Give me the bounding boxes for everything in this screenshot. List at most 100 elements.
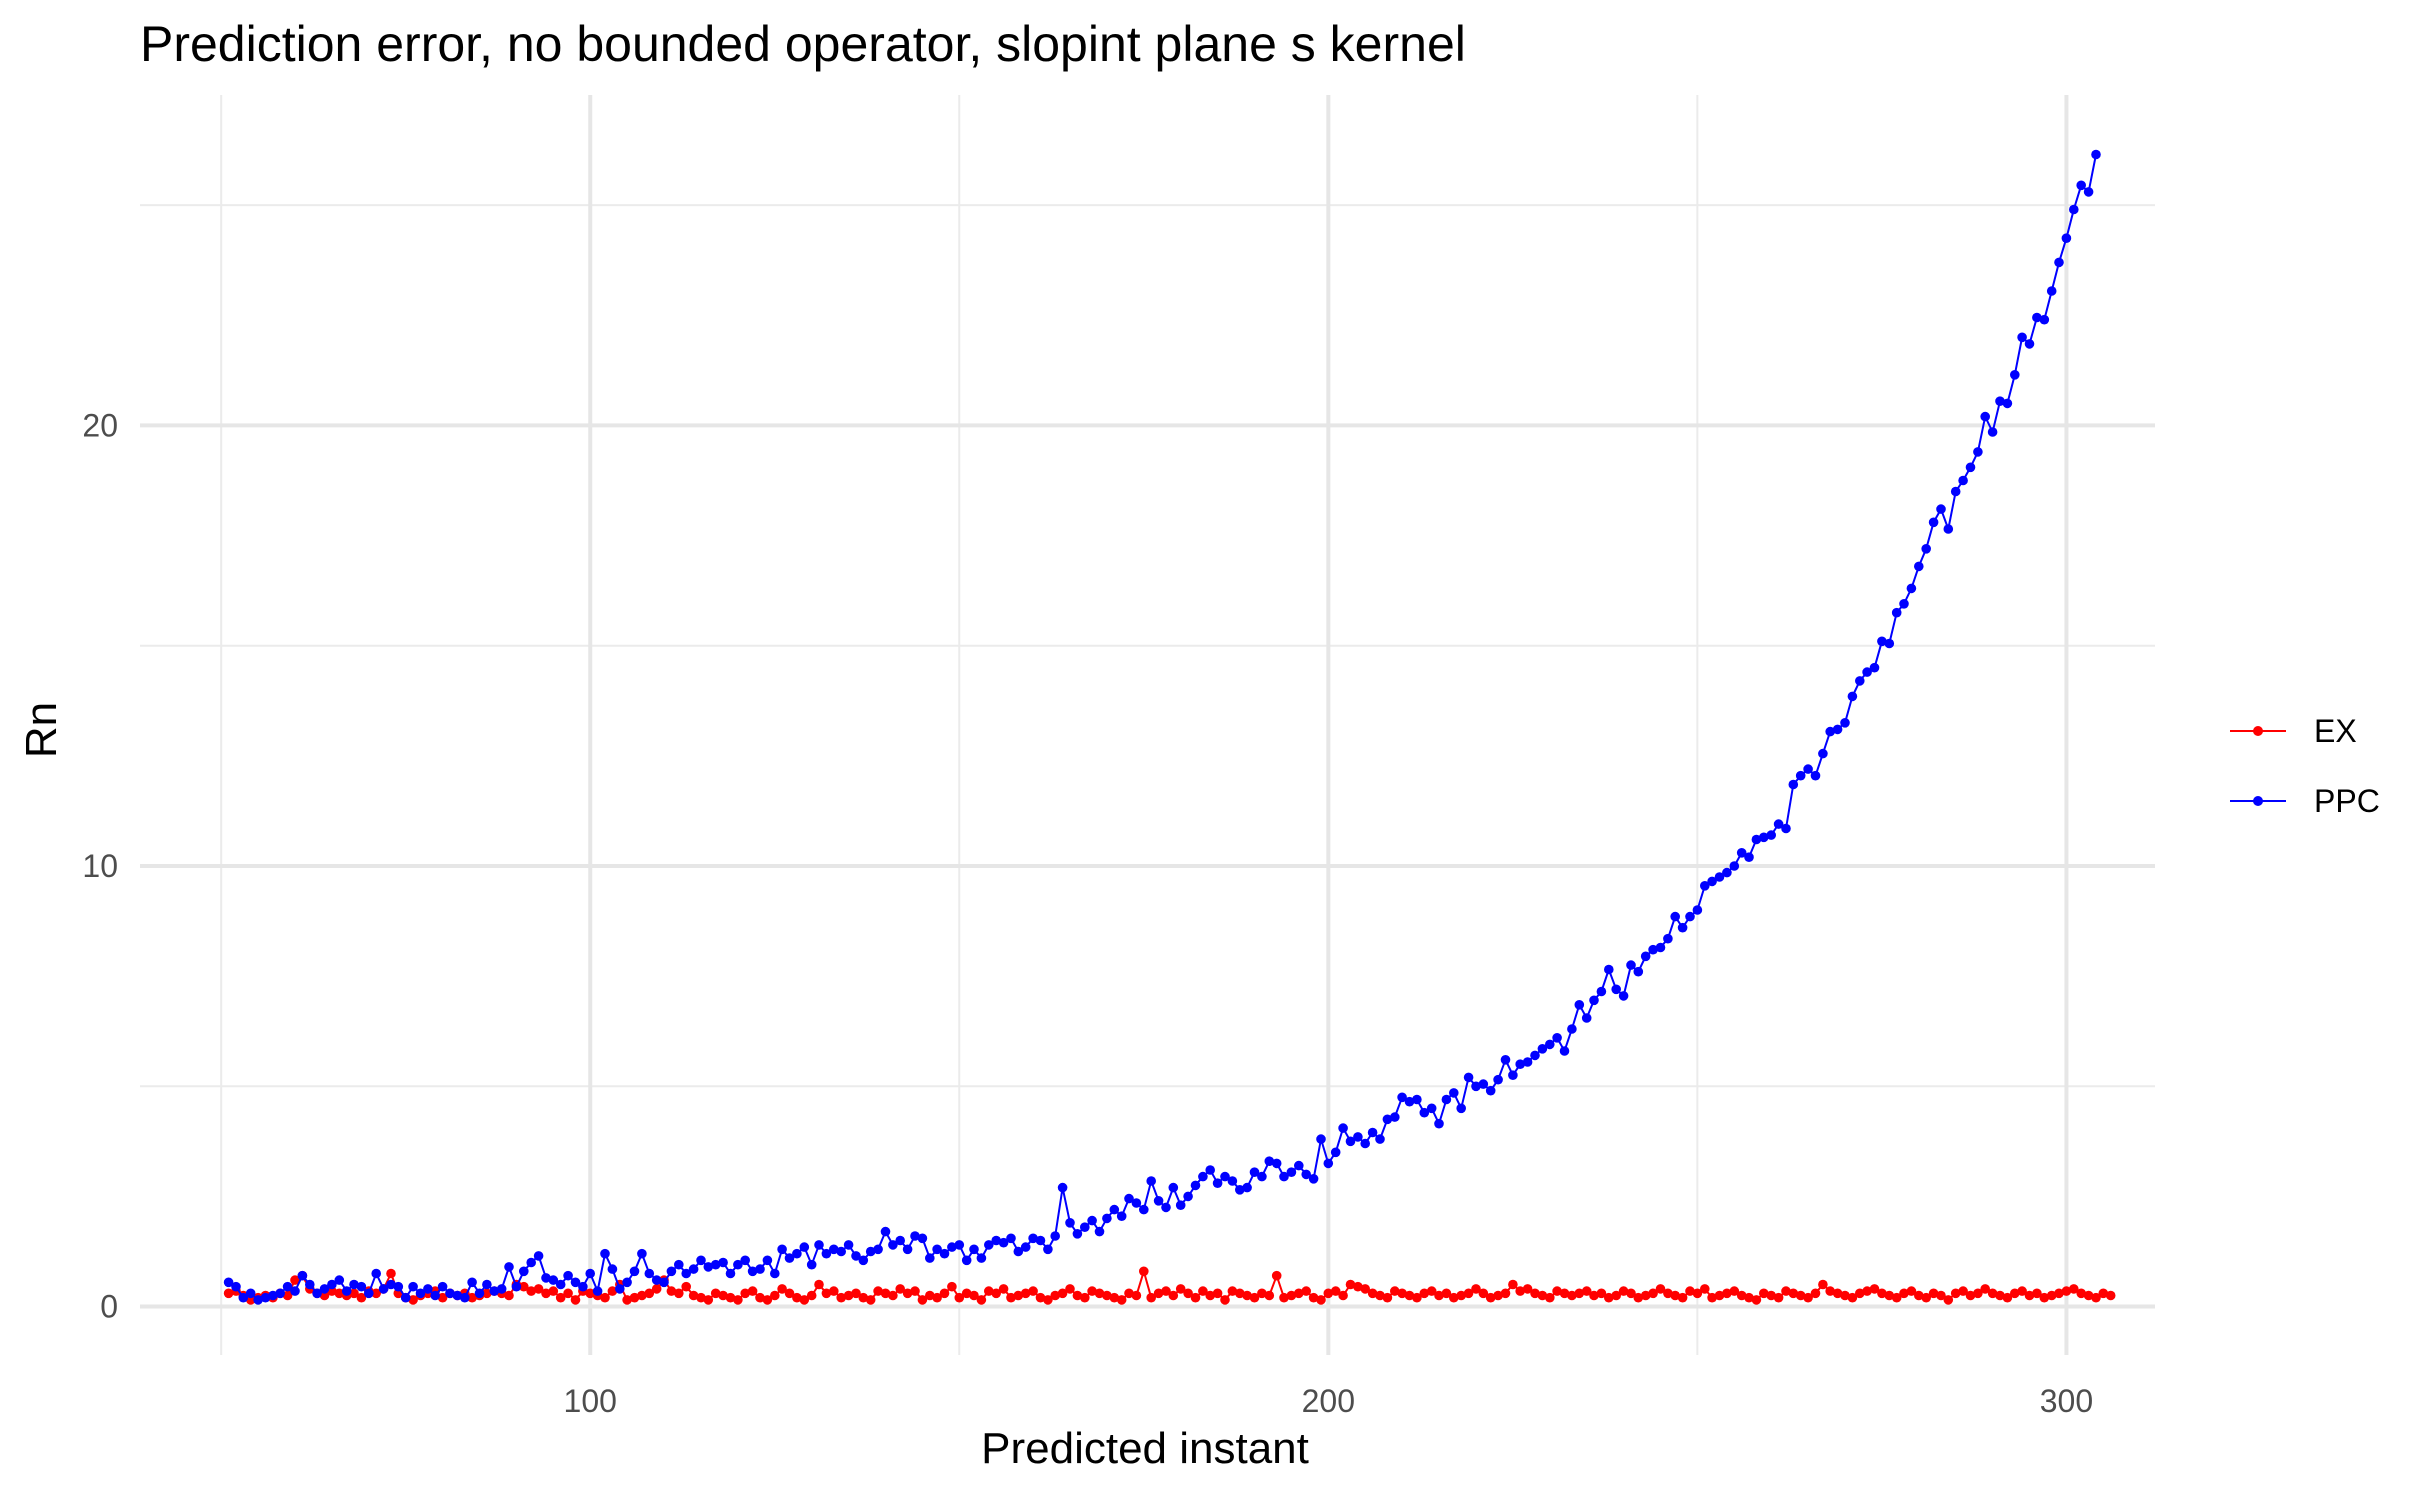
data-point-ppc (1301, 1169, 1311, 1180)
data-point-ppc (1124, 1193, 1134, 1204)
data-point-ppc (2061, 233, 2072, 243)
data-point-ppc (762, 1255, 773, 1266)
data-point-ppc (637, 1248, 647, 1259)
data-point-ex (733, 1295, 743, 1305)
data-point-ppc (1198, 1171, 1208, 1182)
data-point-ppc (681, 1268, 691, 1279)
data-point-ex (2046, 1290, 2057, 1301)
data-point-ppc (1212, 1178, 1223, 1188)
data-point-ppc (836, 1246, 846, 1257)
data-point-ex (1729, 1286, 1740, 1296)
data-point-ex (1574, 1288, 1585, 1299)
data-point-ex (696, 1292, 706, 1303)
data-point-ex (1810, 1288, 1821, 1299)
data-point-ppc (1478, 1079, 1489, 1089)
data-point-ex (319, 1290, 330, 1301)
data-point-ex (1242, 1290, 1252, 1301)
data-point-ex (1921, 1292, 1931, 1303)
data-point-ex (1220, 1295, 1230, 1305)
data-point-ex (969, 1290, 979, 1301)
series-line-ppc (228, 154, 2097, 1302)
data-point-ppc (1080, 1222, 1090, 1232)
data-point-ppc (784, 1253, 795, 1263)
data-point-ppc (1434, 1118, 1444, 1129)
data-point-ppc (408, 1281, 418, 1292)
data-point-ex (1035, 1292, 1046, 1303)
data-point-ex (1190, 1292, 1201, 1303)
data-point-ex (504, 1290, 514, 1301)
data-point-ppc (1020, 1242, 1031, 1252)
data-point-ex (1456, 1290, 1466, 1301)
data-point-ex (1434, 1290, 1444, 1301)
data-point-ppc (290, 1286, 300, 1296)
data-point-ppc (1581, 1013, 1592, 1023)
data-point-ex (1028, 1286, 1038, 1296)
data-point-ppc (482, 1279, 492, 1290)
data-point-ppc (1146, 1176, 1156, 1186)
data-point-ppc (696, 1255, 706, 1266)
x-tick-label: 200 (1302, 1383, 1355, 1419)
data-point-ppc (961, 1255, 972, 1266)
data-point-ex (637, 1290, 647, 1301)
chart-title: Prediction error, no bounded operator, s… (140, 16, 1466, 72)
data-point-ppc (504, 1262, 514, 1272)
y-tick-label: 0 (100, 1289, 118, 1325)
data-point-ex (755, 1292, 765, 1303)
data-point-ex (1478, 1288, 1489, 1299)
data-point-ppc (651, 1275, 662, 1285)
data-point-ppc (917, 1233, 928, 1244)
data-point-ppc (2002, 398, 2013, 409)
data-point-ppc (526, 1257, 536, 1268)
data-point-ppc (674, 1259, 684, 1270)
data-point-ex (1212, 1288, 1223, 1299)
data-point-ppc (1788, 779, 1799, 790)
data-point-ppc (1397, 1092, 1407, 1103)
grid-minor (140, 95, 2155, 1355)
data-point-ppc (1987, 427, 1998, 437)
data-point-ppc (932, 1244, 942, 1255)
data-point-ppc (1493, 1074, 1503, 1085)
grid-major (140, 95, 2155, 1355)
data-point-ex (1338, 1290, 1348, 1301)
data-point-ex (555, 1292, 566, 1303)
data-point-ppc (2054, 257, 2064, 268)
data-point-ex (1131, 1290, 1142, 1301)
data-point-ppc (1043, 1244, 1053, 1255)
data-point-ppc (895, 1235, 905, 1246)
data-point-ppc (688, 1264, 699, 1274)
data-point-ppc (747, 1266, 758, 1277)
data-point-ex (1390, 1286, 1400, 1296)
data-point-ppc (1640, 951, 1651, 962)
data-point-ex (1161, 1286, 1171, 1296)
data-point-ex (1515, 1286, 1525, 1296)
data-point-ex (1072, 1290, 1083, 1301)
data-point-ex (1914, 1290, 1924, 1301)
data-point-ppc (1663, 933, 1673, 944)
data-point-ppc (511, 1281, 522, 1292)
data-point-ppc (1759, 832, 1769, 843)
data-point-ppc (1286, 1167, 1297, 1177)
data-point-ppc (2024, 339, 2035, 349)
data-point-ex (666, 1286, 677, 1296)
data-point-ex (902, 1288, 913, 1299)
data-point-ppc (430, 1290, 441, 1301)
data-point-ex (806, 1290, 817, 1301)
data-point-ppc (1028, 1233, 1038, 1244)
data-point-ppc (821, 1248, 832, 1259)
data-point-ppc (1242, 1182, 1252, 1193)
data-point-ex (939, 1288, 950, 1299)
legend-item-ex: EX (2230, 713, 2357, 749)
data-point-ppc (378, 1284, 389, 1294)
data-point-ex (681, 1281, 691, 1292)
data-point-ppc (474, 1288, 485, 1299)
data-point-ex (1522, 1284, 1533, 1294)
data-point-ppc (873, 1244, 883, 1255)
data-point-ppc (231, 1281, 241, 1292)
data-point-ex (1825, 1286, 1835, 1296)
data-point-ppc (910, 1231, 920, 1241)
data-point-ex (1006, 1292, 1016, 1303)
data-point-ppc (1227, 1176, 1238, 1186)
data-point-ex (1235, 1288, 1245, 1299)
data-point-ppc (814, 1240, 824, 1250)
